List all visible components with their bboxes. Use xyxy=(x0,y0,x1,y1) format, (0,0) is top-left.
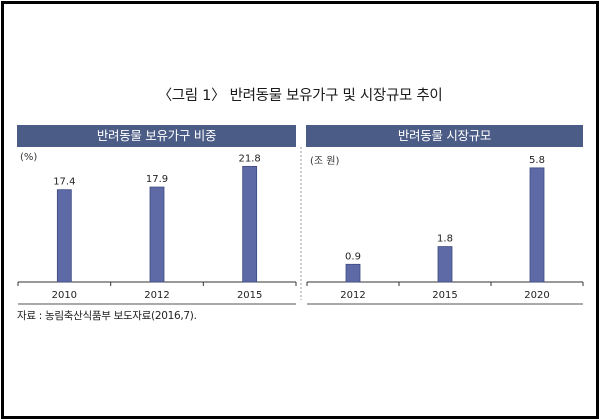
bar-2012 xyxy=(149,186,165,283)
bar-2010 xyxy=(56,189,72,283)
bar-value-label: 1.8 xyxy=(437,234,453,245)
bar-2012 xyxy=(345,263,361,283)
bar-2015 xyxy=(437,246,453,283)
left-panel-header: 반려동물 보유가구 비중 xyxy=(17,125,296,147)
figure-title: 〈그림 1〉 반려동물 보유가구 및 시장규모 추이 xyxy=(157,88,443,104)
source-note: 자료 : 농림축산식품부 보도자료(2016,7). xyxy=(17,310,197,322)
x-tick-label: 2010 xyxy=(52,290,77,301)
x-tick-label: 2015 xyxy=(432,290,457,301)
bar-value-label: 21.8 xyxy=(239,153,261,164)
right-unit-label: (조 원) xyxy=(310,156,340,167)
bar-value-label: 17.9 xyxy=(146,174,168,185)
bar-value-label: 5.8 xyxy=(529,155,545,166)
bar-2020 xyxy=(529,167,545,283)
x-tick-label: 2012 xyxy=(340,290,365,301)
x-tick-label: 2020 xyxy=(524,290,549,301)
left-unit-label: (%) xyxy=(20,152,38,163)
bar-2015 xyxy=(242,165,258,283)
x-tick-label: 2012 xyxy=(144,290,169,301)
left-bar-chart: 17.4 2010 17.9 2012 21.8 2015 xyxy=(17,153,297,305)
x-tick-label: 2015 xyxy=(237,290,262,301)
right-bar-chart: 0.9 2012 1.8 2015 5.8 2020 xyxy=(306,155,584,305)
bar-value-label: 17.4 xyxy=(53,177,75,188)
right-panel-header: 반려동물 시장규모 xyxy=(306,125,583,147)
bar-value-label: 0.9 xyxy=(345,251,361,262)
